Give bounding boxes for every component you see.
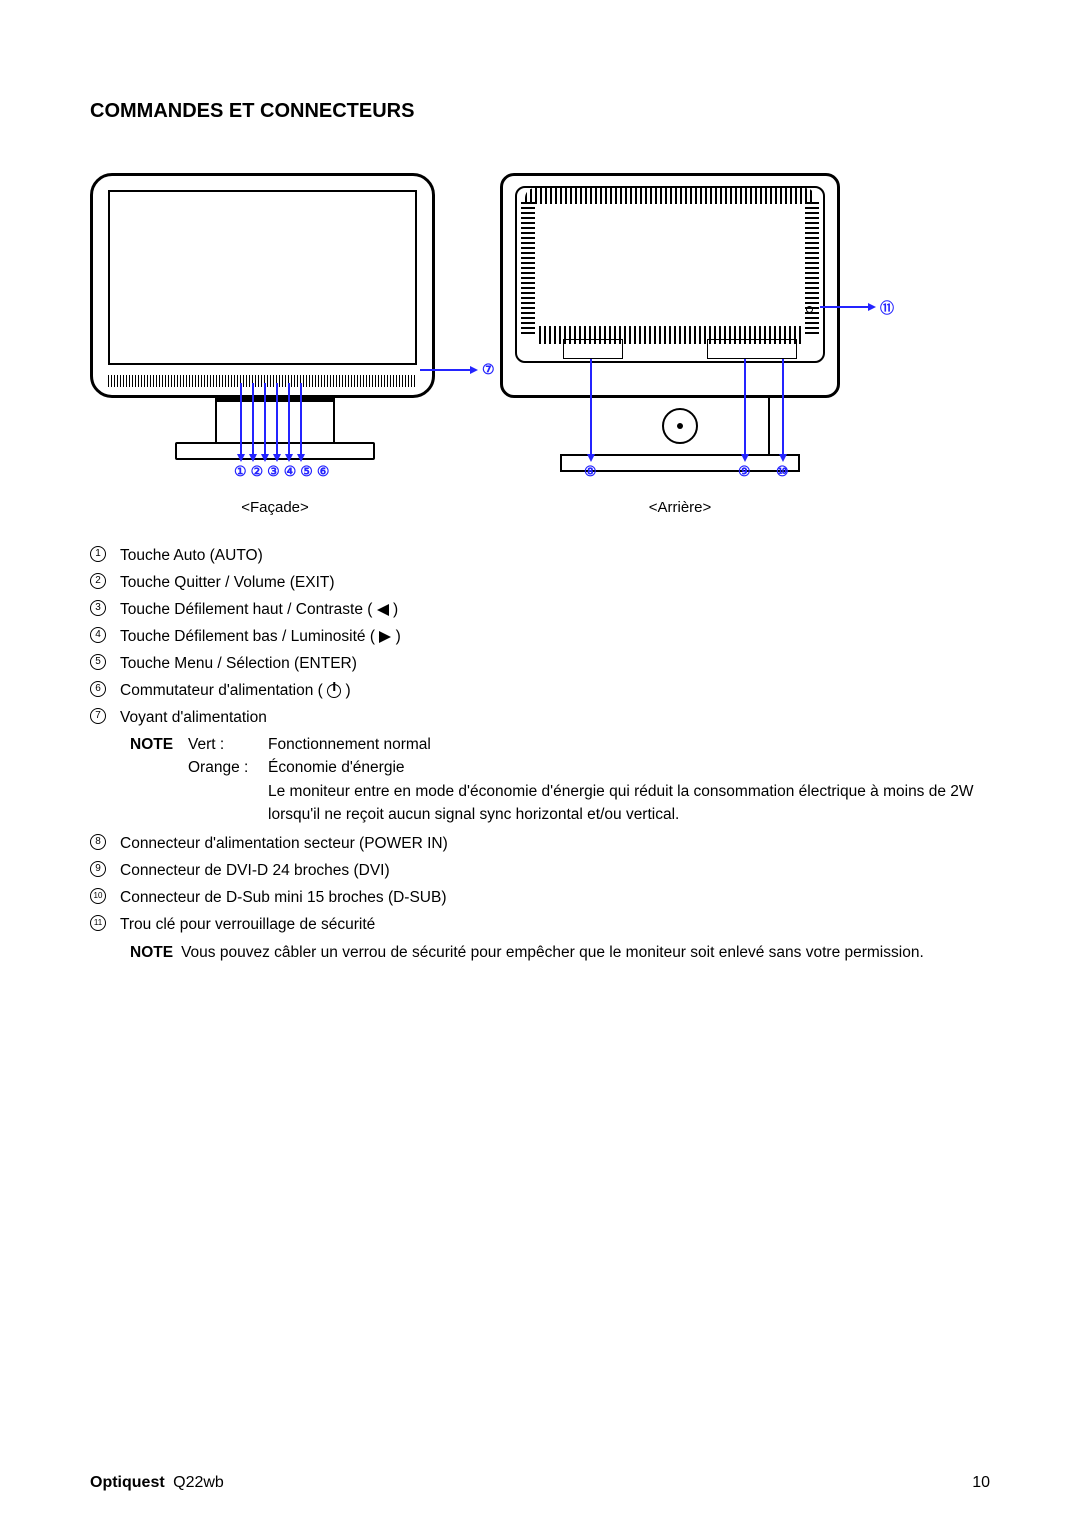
item-6: 6 Commutateur d'alimentation ( ) — [90, 679, 990, 703]
front-view: ⑦ ① ② ③ ④ ⑤ ⑥ — [90, 173, 460, 493]
item-text: Trou clé pour verrouillage de sécurité — [120, 913, 375, 937]
note-desc-2: Économie d'énergie — [268, 756, 990, 779]
note-color-2: Orange : — [188, 756, 268, 779]
item-4: 4 Touche Défilement bas / Luminosité ( ) — [90, 625, 990, 649]
speaker-strip — [108, 375, 417, 387]
monitor-screen — [108, 190, 417, 365]
item-text: Commutateur d'alimentation ( ) — [120, 679, 351, 703]
note-label: NOTE — [130, 736, 173, 753]
front-label: <Façade> — [241, 499, 309, 516]
item-text: Touche Quitter / Volume (EXIT) — [120, 571, 335, 595]
page-title: COMMANDES ET CONNECTEURS — [90, 100, 990, 123]
item-text: Connecteur de DVI-D 24 broches (DVI) — [120, 859, 390, 883]
item-text: Touche Défilement bas / Luminosité ( ) — [120, 625, 401, 649]
triangle-right-icon — [379, 631, 391, 643]
num-icon: 11 — [90, 915, 106, 931]
monitor-rear — [500, 173, 840, 398]
num-icon: 7 — [90, 708, 106, 724]
item-9: 9 Connecteur de DVI-D 24 broches (DVI) — [90, 859, 990, 883]
note-7: NOTE Vert : Fonctionnement normal Orange… — [130, 733, 990, 826]
note-desc-1: Fonctionnement normal — [268, 733, 990, 756]
arrow-2 — [252, 383, 254, 455]
arrow-3 — [264, 383, 266, 455]
item-5: 5 Touche Menu / Sélection (ENTER) — [90, 652, 990, 676]
arrow-9 — [744, 359, 746, 455]
note-paragraph: Le moniteur entre en mode d'économie d'é… — [268, 780, 990, 827]
arrow-4 — [276, 383, 278, 455]
num-icon: 3 — [90, 600, 106, 616]
num-icon: 8 — [90, 834, 106, 850]
arrow-7 — [420, 369, 470, 371]
front-callouts: ① ② ③ ④ ⑤ ⑥ — [234, 463, 329, 480]
page-footer: Optiquest Q22wb 10 — [90, 1474, 990, 1492]
num-icon: 9 — [90, 861, 106, 877]
rear-view-block: ⑧ ⑨ ⑩ ⑪ <Arrière> — [500, 173, 860, 516]
footer-page-number: 10 — [972, 1474, 990, 1492]
arrow-11 — [820, 306, 868, 308]
item-1: 1 Touche Auto (AUTO) — [90, 544, 990, 568]
num-icon: 4 — [90, 627, 106, 643]
num-icon: 6 — [90, 681, 106, 697]
rear-connector-power — [563, 339, 623, 359]
arrow-6 — [300, 383, 302, 455]
note-text: Vous pouvez câbler un verrou de sécurité… — [181, 941, 924, 964]
rear-connector-video — [707, 339, 797, 359]
power-icon — [327, 684, 341, 698]
item-text: Voyant d'alimentation — [120, 706, 267, 730]
num-icon: 5 — [90, 654, 106, 670]
item-3: 3 Touche Défilement haut / Contraste ( ) — [90, 598, 990, 622]
footer-product: Optiquest Q22wb — [90, 1474, 224, 1492]
stand-neck — [215, 396, 335, 444]
rear-vents-top — [525, 188, 815, 204]
item-text: Touche Menu / Sélection (ENTER) — [120, 652, 357, 676]
rear-mount — [590, 396, 770, 456]
item-2: 2 Touche Quitter / Volume (EXIT) — [90, 571, 990, 595]
item-text: Touche Auto (AUTO) — [120, 544, 263, 568]
item-10: 10 Connecteur de D-Sub mini 15 broches (D… — [90, 886, 990, 910]
rear-vents-left — [521, 202, 535, 335]
lock-hole — [806, 306, 813, 313]
num-icon: 2 — [90, 573, 106, 589]
note-11: NOTE Vous pouvez câbler un verrou de séc… — [130, 941, 990, 964]
note-color-1: Vert : — [188, 733, 268, 756]
callout-10: ⑩ — [776, 463, 789, 480]
item-7: 7 Voyant d'alimentation — [90, 706, 990, 730]
callout-7: ⑦ — [482, 361, 495, 378]
item-11: 11 Trou clé pour verrouillage de sécurité — [90, 913, 990, 937]
rear-view: ⑧ ⑨ ⑩ ⑪ — [500, 173, 860, 493]
arrow-10 — [782, 359, 784, 455]
item-text: Touche Défilement haut / Contraste ( ) — [120, 598, 398, 622]
num-icon: 1 — [90, 546, 106, 562]
arrow-5 — [288, 383, 290, 455]
diagram-row: ⑦ ① ② ③ ④ ⑤ ⑥ <Façade> — [90, 173, 990, 516]
front-view-block: ⑦ ① ② ③ ④ ⑤ ⑥ <Façade> — [90, 173, 460, 516]
monitor-front — [90, 173, 435, 398]
callout-11: ⑪ — [880, 298, 894, 318]
callout-9: ⑨ — [738, 463, 751, 480]
num-icon: 10 — [90, 888, 106, 904]
item-8: 8 Connecteur d'alimentation secteur (POWE… — [90, 832, 990, 856]
arrow-1 — [240, 383, 242, 455]
arrow-8 — [590, 359, 592, 455]
note-label: NOTE — [130, 941, 173, 964]
triangle-left-icon — [377, 604, 389, 616]
rear-vents-right — [805, 202, 819, 335]
controls-list: 1 Touche Auto (AUTO) 2 Touche Quitter / Vo… — [90, 544, 990, 964]
item-text: Connecteur d'alimentation secteur (POWER… — [120, 832, 448, 856]
callout-8: ⑧ — [584, 463, 597, 480]
item-text: Connecteur de D-Sub mini 15 broches (D-S… — [120, 886, 447, 910]
rear-label: <Arrière> — [649, 499, 712, 516]
